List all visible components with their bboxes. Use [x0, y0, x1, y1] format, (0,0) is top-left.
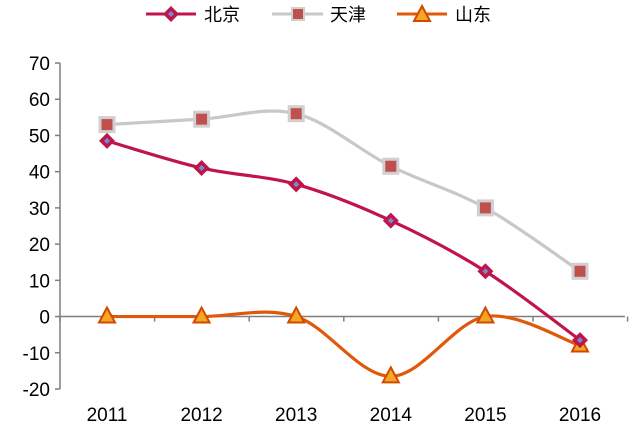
y-tick-label: 70 [29, 54, 50, 75]
y-tick-label: -10 [23, 344, 50, 365]
data-point [475, 305, 496, 324]
y-tick-label: 40 [29, 163, 50, 184]
x-tick-label: 2015 [464, 405, 506, 426]
y-tick-label: 30 [29, 199, 50, 220]
data-point [193, 160, 210, 177]
y-tick-label: 10 [29, 271, 50, 292]
axes: -20 -10 0 10 20 30 40 50 60 70 2011 2012 2013 2014 201… [23, 54, 629, 426]
data-point [382, 157, 400, 175]
legend-item-tianjin: 天津 [272, 5, 366, 26]
y-tick-label: 60 [29, 90, 50, 111]
x-tick-label: 2013 [275, 405, 317, 426]
x-tick-label: 2011 [87, 405, 128, 426]
data-point [572, 332, 588, 349]
x-tick-label: 2014 [370, 405, 413, 426]
marker-core [577, 337, 583, 344]
data-point [477, 263, 494, 280]
data-point [99, 132, 115, 149]
y-tick-label: 50 [29, 126, 50, 147]
y-tick-label: 0 [39, 308, 50, 329]
marker-core [198, 165, 205, 172]
y-tick-label: 20 [29, 235, 50, 256]
data-point [287, 105, 305, 123]
series-line [106, 139, 581, 342]
legend: 北京 天津 山东 [146, 3, 491, 26]
data-point [288, 176, 305, 193]
marker-core [387, 217, 394, 224]
series-0 [99, 132, 588, 349]
x-tick-label: 2016 [559, 405, 601, 426]
y-tick-label: -20 [23, 380, 50, 401]
x-tick-label: 2012 [180, 405, 222, 426]
marker-core [482, 268, 489, 275]
data-point [97, 305, 117, 324]
data-point [476, 199, 494, 217]
legend-label-tianjin: 天津 [330, 5, 366, 26]
legend-label-shandong: 山东 [455, 5, 491, 26]
marker-core [293, 181, 300, 188]
data-point [382, 212, 399, 229]
legend-item-shandong: 山东 [397, 3, 491, 26]
data-point [286, 305, 306, 324]
legend-item-beijing: 北京 [146, 5, 240, 26]
series-line [107, 310, 581, 378]
data-point [193, 110, 211, 128]
data-point [381, 365, 401, 384]
marker-core [104, 137, 110, 144]
series-layer [97, 105, 590, 384]
data-point [571, 262, 589, 280]
data-point [98, 116, 116, 134]
legend-label-beijing: 北京 [204, 5, 240, 26]
data-point [191, 305, 212, 324]
series-1 [98, 105, 589, 280]
series-line [106, 109, 581, 273]
